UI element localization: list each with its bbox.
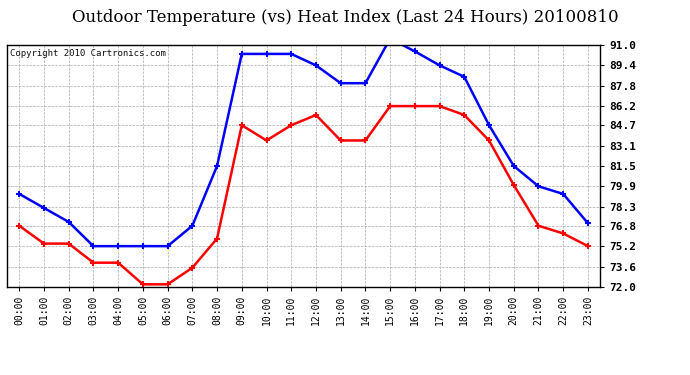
Text: Copyright 2010 Cartronics.com: Copyright 2010 Cartronics.com bbox=[10, 49, 166, 58]
Text: Outdoor Temperature (vs) Heat Index (Last 24 Hours) 20100810: Outdoor Temperature (vs) Heat Index (Las… bbox=[72, 9, 618, 26]
